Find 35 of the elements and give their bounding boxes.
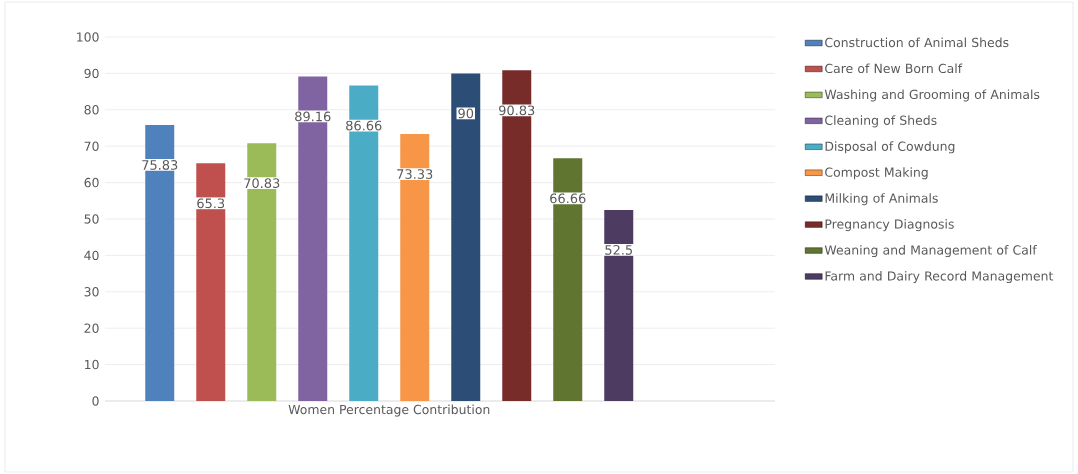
legend-label: Cleaning of Sheds — [825, 115, 937, 128]
y-tick-label: 20 — [84, 323, 99, 333]
y-tick-label: 100 — [77, 32, 99, 42]
y-tick-label: 0 — [92, 396, 99, 406]
text: 75.83 — [142, 160, 178, 170]
y-tick-label: 10 — [85, 359, 99, 370]
x-tick-label: Women Percentage Contribution — [288, 404, 490, 417]
bar — [604, 209, 634, 401]
legend-label: Weaning and Management of Calf — [824, 245, 1037, 258]
legend-label: Disposal of Cowdung — [825, 141, 955, 154]
text: 66.66 — [550, 193, 586, 204]
bar — [451, 73, 481, 401]
text: 70.83 — [244, 178, 280, 189]
y-tick-label: 90 — [84, 68, 99, 79]
legend-label: Milking of Animals — [825, 193, 938, 206]
y-tick-label: 40 — [84, 250, 99, 261]
legend-label: Washing and Grooming of Animals — [824, 89, 1040, 102]
text: 73.33 — [397, 169, 433, 179]
bar — [196, 163, 226, 401]
legend-label: Care of New Born Calf — [825, 63, 963, 74]
legend-label: Farm and Dairy Record Management — [825, 270, 1054, 284]
y-tick-label: 60 — [84, 177, 99, 188]
legend-label: Construction of Animal Sheds — [825, 37, 1009, 48]
text: 90 — [458, 108, 474, 119]
text: 86.66 — [346, 120, 382, 131]
y-tick-label: 80 — [84, 105, 99, 115]
text: 65.3 — [197, 198, 225, 209]
legend-label: Compost Making — [825, 167, 928, 180]
y-tick-label: 70 — [84, 141, 99, 151]
y-tick-label: 30 — [84, 287, 99, 297]
text: 52.5 — [605, 244, 633, 255]
text: 90.83 — [499, 105, 535, 116]
y-tick-label: 50 — [84, 214, 99, 224]
legend-label: Pregnancy Diagnosis — [825, 219, 954, 232]
text: 89.16 — [295, 111, 331, 122]
